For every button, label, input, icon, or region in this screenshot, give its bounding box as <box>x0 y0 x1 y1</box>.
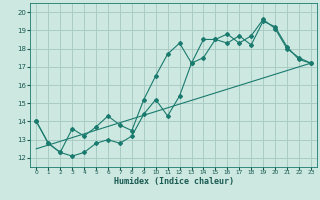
X-axis label: Humidex (Indice chaleur): Humidex (Indice chaleur) <box>114 177 234 186</box>
